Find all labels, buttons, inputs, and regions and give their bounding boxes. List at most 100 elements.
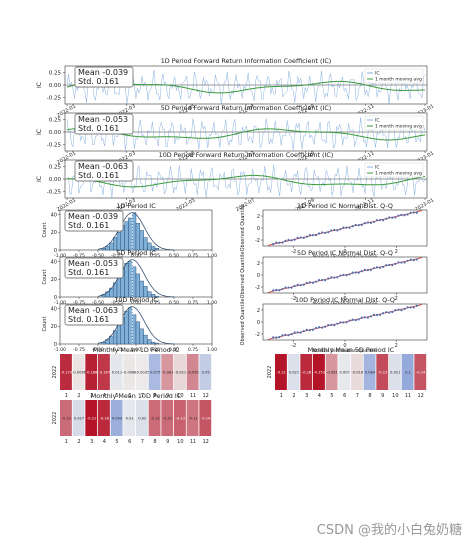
qq-point	[385, 264, 388, 267]
qq-point	[345, 321, 348, 324]
qq-point	[314, 234, 318, 237]
heatmap-cell	[363, 354, 376, 390]
qq-point	[369, 315, 373, 318]
heatmap-month-label: 5	[330, 393, 333, 399]
qq-plot-title: 1D Period IC Normal Dist. Q-Q	[297, 202, 393, 210]
heatmap-row-label: 2022	[52, 366, 58, 379]
qq-point	[275, 336, 278, 339]
heatmap-cell	[72, 400, 85, 436]
hist-xtick-label: 1.00	[207, 253, 217, 259]
qq-point	[308, 281, 311, 284]
qq-point	[415, 258, 418, 261]
qq-point	[397, 214, 400, 217]
heatmap-cell-value: -0.14	[416, 371, 426, 375]
qq-point	[375, 266, 379, 269]
hist-bar	[128, 261, 133, 298]
qq-xtick-label: 2	[395, 296, 398, 302]
qq-point	[299, 236, 302, 239]
hist-stats-box	[64, 210, 124, 232]
qq-xtick-label: -2	[291, 249, 296, 255]
qq-point	[391, 216, 394, 219]
qq-point	[299, 284, 302, 287]
qq-point	[330, 323, 333, 326]
heatmap-cell	[174, 400, 186, 436]
hist-bar	[105, 246, 110, 251]
hist-bar	[116, 232, 121, 251]
hist-stats-line: Std. 0.161	[68, 315, 109, 324]
qq-point	[324, 325, 327, 328]
ic-ytick-label: -0.25	[47, 96, 62, 102]
qq-point	[415, 211, 418, 214]
hist-bar	[124, 221, 129, 251]
hist-axis-label: Count	[42, 270, 48, 285]
qq-point	[379, 313, 382, 316]
heatmap-month-label: 5	[115, 439, 118, 445]
qq-point	[342, 273, 345, 276]
qq-point	[324, 279, 327, 282]
qq-point	[363, 222, 366, 225]
hist-xtick-label: -1.00	[54, 253, 66, 259]
heatmap-month-label: 3	[90, 439, 93, 445]
qq-point	[369, 268, 373, 271]
hist-stats-line: Std. 0.161	[68, 268, 109, 277]
qq-point	[290, 333, 293, 336]
hist-xtick-label: -1.00	[54, 300, 66, 306]
qq-axis-label: Observed Quantile	[240, 252, 246, 299]
hist-xtick-label: 0.75	[188, 347, 198, 353]
heatmap-month-label: 3	[305, 393, 308, 399]
ic-stats-line: Mean -0.063	[78, 162, 128, 171]
heatmap-cell-value: -0.0096	[72, 371, 87, 375]
hist-bar	[143, 334, 148, 345]
heatmap-month-label: 3	[90, 393, 93, 399]
qq-point	[403, 261, 406, 264]
heatmap-cell	[98, 400, 110, 436]
hist-bar	[147, 339, 152, 345]
qq-point	[397, 308, 400, 311]
heatmap-cell-value: -0.081	[326, 371, 338, 375]
qq-point	[342, 226, 345, 229]
heatmap-cell	[300, 354, 313, 390]
heatmap-cell	[338, 354, 351, 390]
qq-point	[357, 271, 360, 274]
qq-point	[372, 313, 376, 316]
heatmap-month-label: 11	[405, 393, 411, 399]
hist-bar	[131, 212, 137, 251]
heatmap-cell-value: -0.18	[302, 371, 312, 375]
hist-bar	[154, 248, 159, 251]
qq-point	[357, 318, 360, 321]
heatmap-cell	[148, 354, 161, 390]
hist-ytick-label: 0	[54, 248, 57, 254]
heatmap-cell-value: 0.075	[150, 371, 160, 375]
qq-point	[348, 226, 351, 229]
heatmap-cell-value: -0.252	[314, 371, 326, 375]
qq-ytick-label: -2	[255, 332, 260, 338]
heatmap-cell	[136, 400, 148, 436]
hist-bar	[116, 324, 121, 345]
qq-point	[375, 313, 379, 317]
qq-point	[278, 336, 281, 339]
hist-bar	[109, 242, 114, 251]
heatmap-month-label: 12	[417, 393, 423, 399]
hist-plot-title: 10D Period IC	[114, 296, 158, 304]
heatmap-cell	[123, 400, 136, 436]
hist-stats-box	[64, 304, 124, 326]
hist-bar	[150, 294, 156, 298]
hist-bar	[128, 307, 133, 345]
hist-xtick-label: -0.25	[111, 347, 123, 353]
qq-point	[324, 231, 327, 234]
hist-stats-line: Std. 0.161	[68, 221, 109, 230]
heatmap-cell-value: 0.01	[126, 417, 134, 421]
heatmap-title: Monthly Mean 1D Period IC	[93, 346, 180, 354]
hist-bar	[135, 321, 140, 345]
heatmap-cell-value: -0.11	[188, 417, 197, 421]
qq-point	[403, 214, 406, 217]
qq-xtick-label: 2	[395, 343, 398, 349]
heatmap-month-label: 4	[103, 393, 106, 399]
heatmap-cell-value: -0.12	[62, 417, 71, 421]
heatmap-cell-value: -0.13	[176, 417, 185, 421]
qq-point	[385, 311, 388, 314]
qq-point	[360, 316, 363, 319]
qq-ytick-label: 0	[257, 226, 260, 232]
qq-point	[388, 216, 391, 219]
qq-point	[406, 306, 409, 309]
